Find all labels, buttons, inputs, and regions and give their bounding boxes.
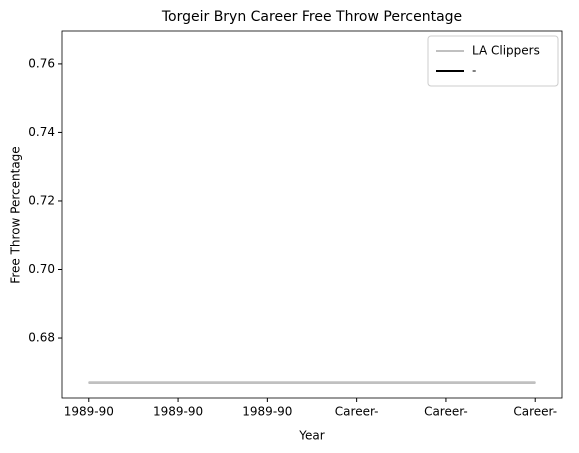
y-tick-label: 0.70	[28, 262, 55, 276]
legend-box	[427, 35, 559, 87]
y-tick-label: 0.72	[28, 193, 55, 207]
x-tick-label: 1989-90	[153, 405, 203, 419]
y-tick-label: 0.76	[28, 56, 55, 70]
y-axis-label: Free Throw Percentage	[9, 146, 23, 283]
x-tick-label: Career-	[335, 405, 379, 419]
x-axis-label: Year	[298, 429, 324, 443]
y-tick-label: 0.74	[28, 125, 55, 139]
legend-label: -	[472, 64, 476, 78]
legend-label: LA Clippers	[472, 44, 540, 58]
y-tick-label: 0.68	[28, 331, 55, 345]
x-tick-label: 1989-90	[64, 405, 114, 419]
x-tick-label: 1989-90	[242, 405, 292, 419]
plot-frame	[61, 30, 563, 399]
chart-title: Torgeir Bryn Career Free Throw Percentag…	[161, 9, 462, 25]
x-tick-label: Career-	[513, 405, 557, 419]
x-tick-label: Career-	[424, 405, 468, 419]
